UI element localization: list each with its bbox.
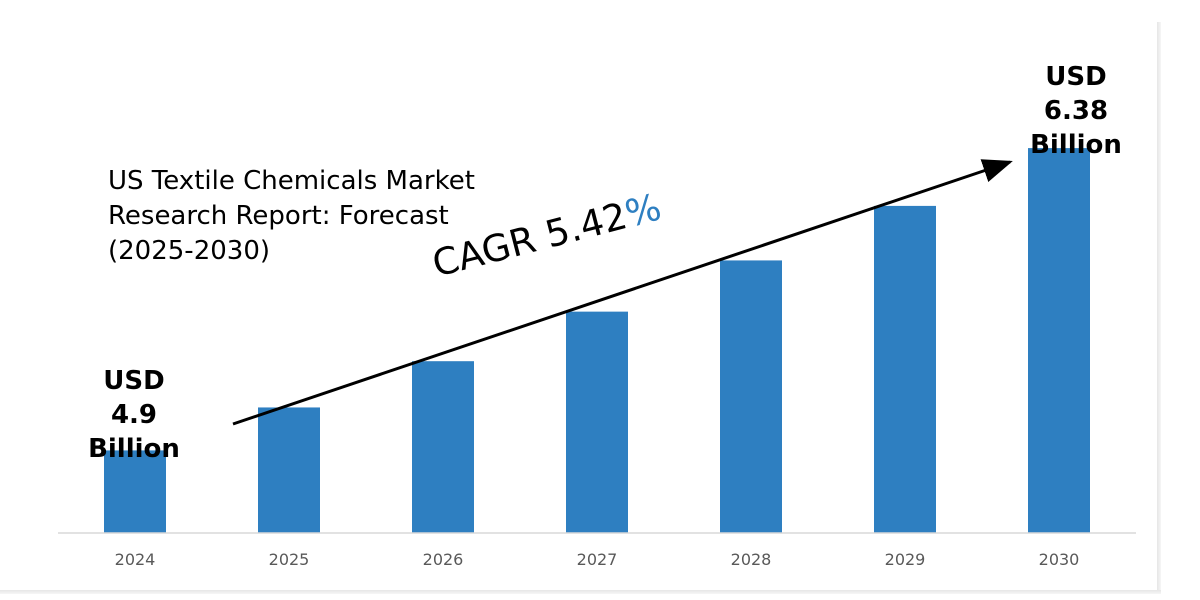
x-tick-label-2024: 2024 — [115, 550, 156, 569]
end-value-label: USD 6.38 Billion — [1026, 60, 1126, 162]
x-tick-label-2026: 2026 — [423, 550, 464, 569]
bar-2025 — [258, 407, 320, 533]
x-tick-label-2025: 2025 — [269, 550, 310, 569]
start-value-label: USD 4.9 Billion — [84, 364, 184, 466]
chart-title: US Textile Chemicals Market Research Rep… — [108, 164, 568, 269]
start-value: 4.9 — [110, 400, 158, 430]
x-tick-label-2028: 2028 — [731, 550, 772, 569]
bar-2024 — [104, 450, 166, 533]
start-currency: USD — [103, 366, 165, 396]
x-tick-label-2029: 2029 — [885, 550, 926, 569]
end-unit: Billion — [1030, 130, 1122, 160]
bar-2029 — [874, 205, 936, 534]
x-tick-label-2030: 2030 — [1039, 550, 1080, 569]
title-line-1: US Textile Chemicals Market — [108, 166, 475, 196]
bar-2030 — [1028, 148, 1090, 534]
end-currency: USD — [1045, 62, 1107, 92]
title-line-3: (2025-2030) — [108, 236, 271, 266]
bar-2027 — [566, 311, 628, 533]
title-line-2: Research Report: Forecast — [108, 201, 449, 231]
bar-2028 — [720, 260, 782, 533]
x-tick-label-2027: 2027 — [577, 550, 618, 569]
end-value: 6.38 — [1043, 96, 1109, 126]
frame-shadow-right — [1157, 22, 1161, 594]
start-unit: Billion — [88, 434, 180, 464]
trend-arrow — [232, 159, 1013, 426]
frame-shadow-bottom — [0, 590, 1161, 594]
bar-2026 — [412, 361, 474, 533]
